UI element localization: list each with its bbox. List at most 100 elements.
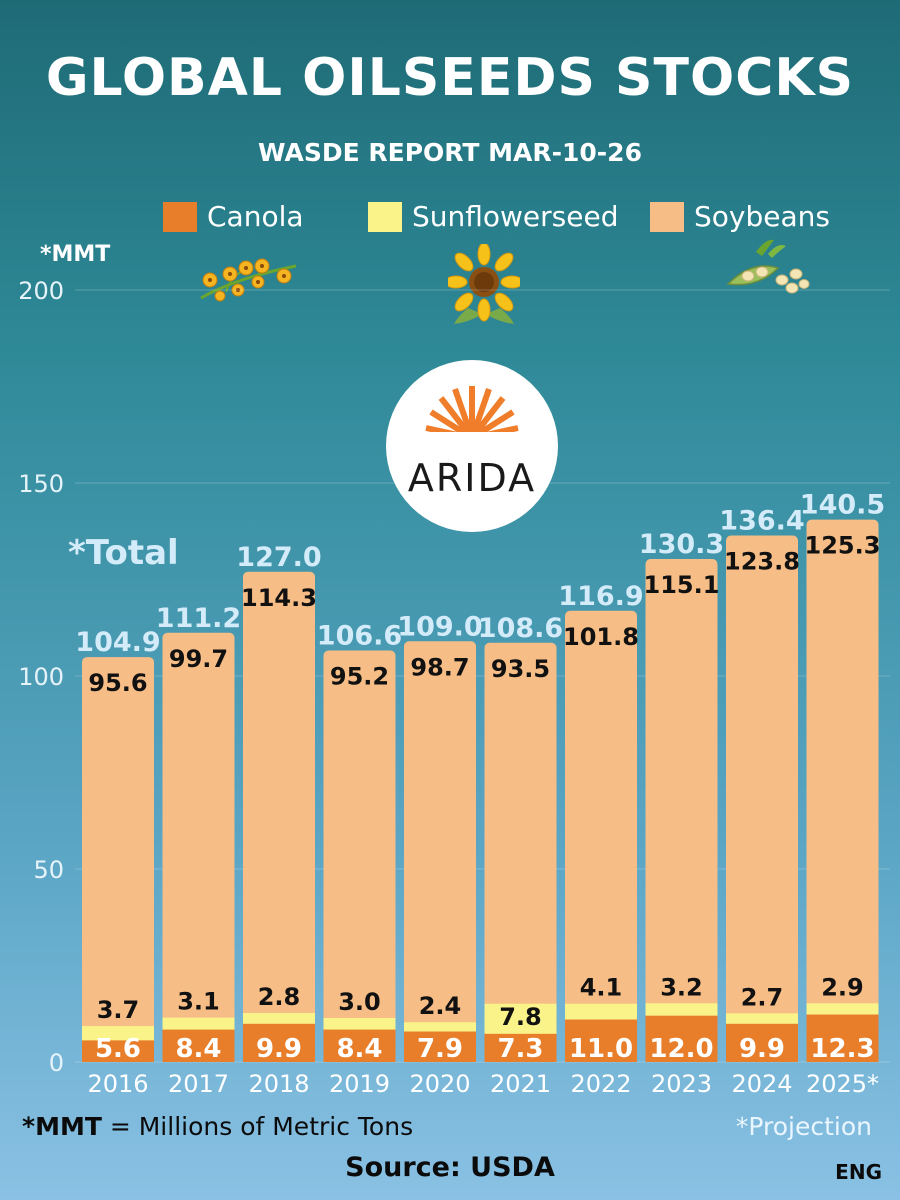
- bar-canola: [404, 1031, 476, 1062]
- mmt-definition: = Millions of Metric Tons: [101, 1112, 414, 1141]
- x-tick-label: 2020: [409, 1070, 470, 1098]
- bar-soybeans: [404, 641, 476, 1062]
- data-label-total: 104.9: [75, 627, 160, 658]
- legend-swatch-sunflowerseed: [368, 201, 402, 232]
- data-label-soybeans: 95.2: [330, 663, 389, 691]
- data-label-canola: 12.3: [810, 1034, 874, 1064]
- data-label-total: 130.3: [639, 529, 724, 560]
- arida-logo: ARIDA: [386, 360, 558, 532]
- data-label-canola: 8.4: [175, 1034, 221, 1064]
- x-tick-label: 2019: [329, 1070, 390, 1098]
- data-label-total: 136.4: [719, 505, 804, 536]
- source-note: Source: USDA: [345, 1152, 555, 1183]
- data-label-total: 109.0: [397, 611, 482, 642]
- data-label-sunflowerseed: 2.9: [821, 973, 864, 1001]
- bar-canola: [645, 1015, 718, 1062]
- data-label-canola: 11.0: [569, 1034, 633, 1064]
- bar-soybeans: [243, 571, 315, 1062]
- data-label-canola: 8.4: [336, 1034, 382, 1064]
- legend-swatch-canola: [163, 201, 197, 232]
- legend-item-soybeans: Soybeans: [650, 200, 830, 233]
- unit-label: *MMT: [40, 242, 111, 267]
- bar-canola: [806, 1014, 879, 1062]
- sunrise-logo-icon: [422, 386, 522, 444]
- legend-item-sunflowerseed: Sunflowerseed: [368, 200, 619, 233]
- x-tick-label: 2017: [168, 1070, 229, 1098]
- x-tick-label: 2016: [87, 1070, 148, 1098]
- soybean-pod-icon: [726, 239, 810, 294]
- total-label: *Total: [68, 533, 179, 573]
- x-tick-label: 2023: [651, 1070, 712, 1098]
- data-label-sunflowerseed: 2.8: [258, 983, 301, 1011]
- legend: Canola Sunflowerseed Soybeans: [0, 200, 900, 240]
- legend-label-canola: Canola: [207, 200, 304, 233]
- bar-canola: [162, 1029, 235, 1062]
- data-label-soybeans: 125.3: [805, 532, 881, 560]
- bar-canola: [82, 1040, 154, 1062]
- projection-note: *Projection: [735, 1112, 872, 1141]
- data-label-sunflowerseed: 4.1: [580, 974, 623, 1002]
- bar-soybeans: [82, 657, 154, 1062]
- bar-soybeans: [726, 535, 798, 1062]
- canola-flower-icon: [200, 258, 297, 302]
- y-tick-label: 50: [33, 856, 64, 884]
- y-tick-label: 150: [18, 470, 64, 498]
- data-label-sunflowerseed: 2.4: [419, 992, 462, 1020]
- data-label-soybeans: 99.7: [169, 645, 228, 673]
- data-label-total: 111.2: [156, 603, 241, 634]
- data-label-sunflowerseed: 3.1: [177, 988, 220, 1016]
- legend-label-soybeans: Soybeans: [694, 200, 830, 233]
- data-label-total: 127.0: [236, 542, 321, 573]
- data-label-sunflowerseed: 3.2: [660, 973, 703, 1001]
- y-tick-label: 100: [18, 663, 64, 691]
- data-label-total: 116.9: [558, 581, 643, 612]
- data-label-total: 140.5: [800, 490, 885, 521]
- data-label-sunflowerseed: 2.7: [741, 983, 784, 1011]
- bar-soybeans: [645, 559, 718, 1062]
- data-label-soybeans: 123.8: [724, 547, 800, 575]
- bar-canola: [565, 1019, 637, 1062]
- sunflower-icon: [448, 244, 520, 324]
- data-label-sunflowerseed: 3.0: [338, 988, 381, 1016]
- data-label-soybeans: 98.7: [410, 653, 469, 681]
- bar-canola: [726, 1023, 798, 1062]
- legend-label-sunflowerseed: Sunflowerseed: [412, 200, 619, 233]
- x-tick-label: 2024: [731, 1070, 792, 1098]
- data-label-soybeans: 93.5: [491, 655, 550, 683]
- bar-canola: [484, 1033, 557, 1062]
- legend-item-canola: Canola: [163, 200, 304, 233]
- bar-soybeans: [484, 642, 557, 1062]
- data-label-canola: 9.9: [739, 1034, 785, 1064]
- chart-subtitle: WASDE REPORT MAR-10-26: [258, 138, 642, 167]
- data-label-total: 108.6: [478, 613, 563, 644]
- data-label-sunflowerseed: 7.8: [499, 1003, 542, 1031]
- legend-swatch-soybeans: [650, 201, 684, 232]
- logo-text: ARIDA: [407, 456, 537, 500]
- bar-soybeans: [806, 519, 879, 1062]
- y-tick-label: 0: [49, 1049, 64, 1077]
- bar-soybeans: [323, 650, 396, 1062]
- data-label-canola: 9.9: [256, 1034, 302, 1064]
- data-label-soybeans: 101.8: [563, 623, 639, 651]
- x-tick-label: 2025*: [806, 1070, 879, 1098]
- x-tick-label: 2018: [248, 1070, 309, 1098]
- data-label-total: 106.6: [317, 621, 402, 652]
- mmt-footnote: *MMT = Millions of Metric Tons: [22, 1112, 413, 1141]
- language-tag: ENG: [835, 1160, 882, 1184]
- bar-soybeans: [565, 610, 637, 1062]
- data-label-canola: 7.9: [417, 1034, 463, 1064]
- data-label-soybeans: 95.6: [88, 669, 147, 697]
- data-label-canola: 7.3: [497, 1034, 543, 1064]
- bar-canola: [323, 1029, 396, 1062]
- mmt-abbr: *MMT: [22, 1112, 102, 1141]
- data-label-sunflowerseed: 3.7: [97, 996, 140, 1024]
- x-tick-label: 2022: [570, 1070, 631, 1098]
- data-label-canola: 12.0: [649, 1034, 713, 1064]
- data-label-soybeans: 114.3: [241, 584, 317, 612]
- chart-title: GLOBAL OILSEEDS STOCKS: [45, 48, 855, 108]
- bar-canola: [243, 1023, 315, 1062]
- data-label-canola: 5.6: [95, 1034, 141, 1064]
- y-tick-label: 200: [18, 277, 64, 305]
- bar-soybeans: [162, 632, 235, 1062]
